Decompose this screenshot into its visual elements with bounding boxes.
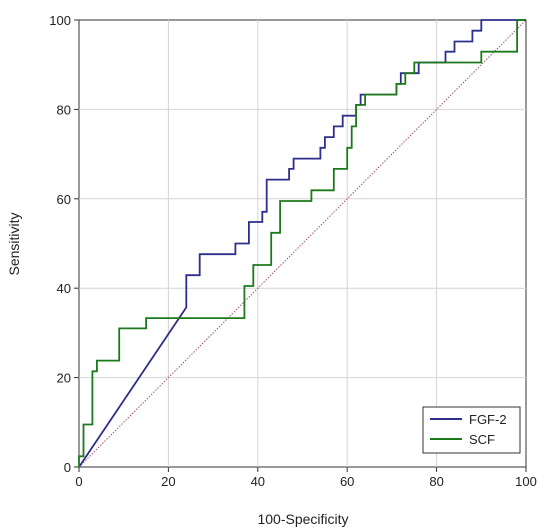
x-tick-label: 60: [340, 474, 354, 489]
x-tick-label: 20: [161, 474, 175, 489]
axis-ticks: [74, 19, 527, 472]
y-tick-label: 80: [57, 102, 71, 117]
y-tick-label: 100: [49, 13, 71, 28]
legend-box: [422, 406, 521, 454]
y-tick-label: 60: [57, 192, 71, 207]
x-tick-label: 0: [75, 474, 82, 489]
series-layer: [78, 19, 526, 468]
legend-label-scf: SCF: [469, 432, 495, 447]
series-line-fgf2: [78, 19, 526, 468]
y-tick-label: 20: [57, 371, 71, 386]
legend: FGF-2 SCF: [422, 406, 521, 454]
y-axis-label: Sensitivity: [6, 212, 22, 275]
y-tick-labels: 0 20 40 60 80 100: [49, 13, 71, 475]
legend-label-fgf2: FGF-2: [469, 412, 507, 427]
reference-diagonal: [78, 19, 527, 468]
grid-lines: [79, 20, 526, 467]
series-line-scf: [78, 19, 526, 467]
y-tick-label: 40: [57, 281, 71, 296]
x-tick-label: 100: [515, 474, 537, 489]
x-tick-label: 40: [251, 474, 265, 489]
x-axis-label: 100-Specificity: [257, 511, 348, 527]
x-tick-labels: 0 20 40 60 80 100: [75, 474, 536, 489]
y-tick-label: 0: [64, 460, 71, 475]
x-tick-label: 80: [429, 474, 443, 489]
